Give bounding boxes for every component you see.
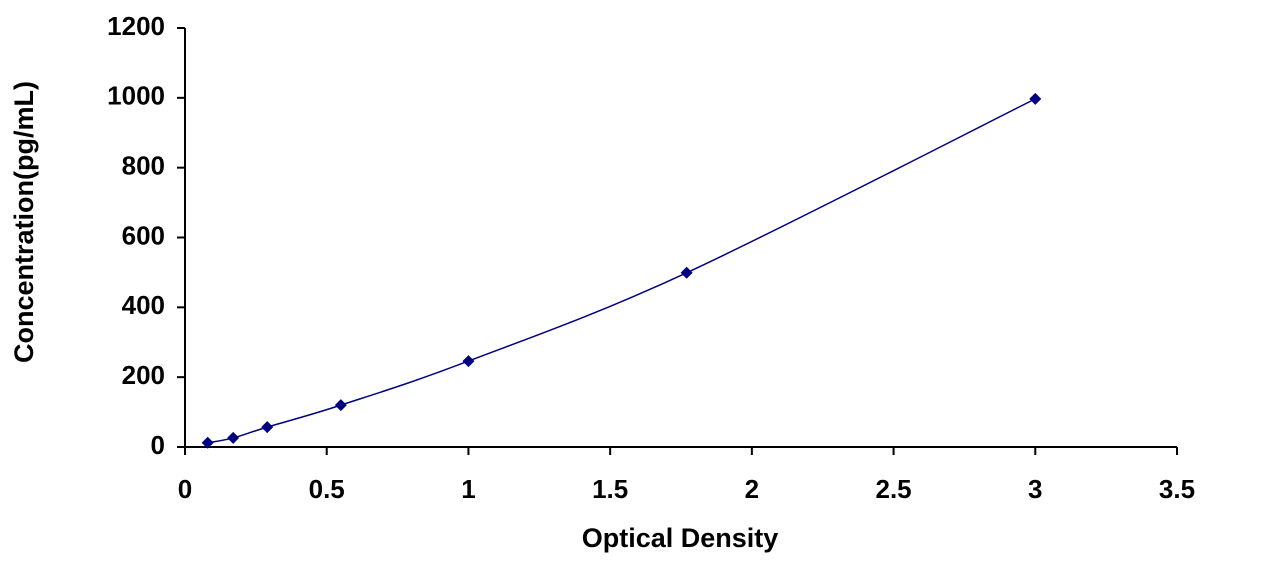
- y-axis-title: Concentration(pg/mL): [9, 81, 39, 363]
- data-point: [462, 355, 475, 368]
- x-axis-title: Optical Density: [582, 523, 779, 553]
- x-tick-label: 1.5: [592, 474, 628, 504]
- x-tick-label: 0: [178, 474, 192, 504]
- x-tick-label: 0.5: [309, 474, 345, 504]
- data-point: [261, 421, 274, 434]
- x-tick-label: 1: [461, 474, 475, 504]
- data-point: [227, 431, 240, 444]
- data-point: [334, 399, 347, 412]
- y-tick-label: 400: [122, 290, 165, 320]
- y-tick-label: 0: [151, 430, 165, 460]
- y-tick-label: 1000: [107, 81, 165, 111]
- y-tick-label: 200: [122, 360, 165, 390]
- curve: [207, 98, 1036, 444]
- y-tick-label: 600: [122, 220, 165, 250]
- data-point: [680, 266, 693, 279]
- x-tick-label: 3: [1028, 474, 1042, 504]
- x-tick-label: 3.5: [1159, 474, 1195, 504]
- data-point: [1029, 92, 1042, 105]
- data-point: [201, 436, 214, 449]
- y-tick-label: 1200: [107, 11, 165, 41]
- x-tick-label: 2: [745, 474, 759, 504]
- y-tick-label: 800: [122, 151, 165, 181]
- x-tick-label: 2.5: [875, 474, 911, 504]
